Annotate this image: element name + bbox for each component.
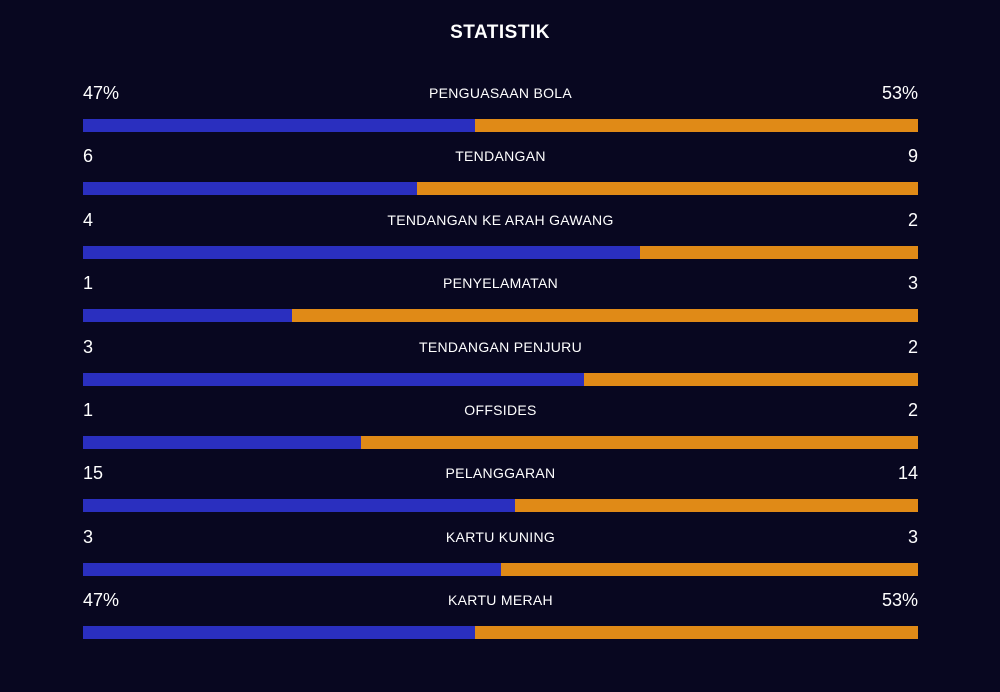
stat-row-shots: 6 TENDANGAN 9 [83, 146, 918, 209]
away-value: 2 [907, 399, 918, 420]
stat-row-red-cards: 47% KARTU MERAH 53% [83, 590, 918, 653]
away-bar-fill [417, 182, 918, 196]
stat-row-fouls: 15 PELANGGARAN 14 [83, 463, 918, 526]
comparison-bar [83, 182, 918, 196]
comparison-bar [83, 499, 918, 513]
stats-list: 47% PENGUASAAN BOLA 53% 6 TENDANGAN 9 4 … [83, 83, 918, 654]
home-value: 3 [83, 526, 94, 547]
stats-title: STATISTIK [450, 22, 550, 43]
home-value: 1 [83, 273, 94, 294]
stat-label: PELANGGARAN [445, 465, 556, 482]
comparison-bar [83, 245, 918, 259]
stat-row-shots-on-target: 4 TENDANGAN KE ARAH GAWANG 2 [83, 210, 918, 273]
home-value: 3 [83, 336, 94, 357]
away-bar-fill [514, 499, 918, 513]
stat-label: KARTU MERAH [448, 592, 553, 609]
away-value: 3 [907, 526, 918, 547]
comparison-bar [83, 119, 918, 132]
away-value: 14 [897, 463, 918, 484]
stat-row-saves: 1 PENYELAMATAN 3 [83, 273, 918, 336]
away-bar-fill [475, 119, 918, 132]
stat-row-yellow-cards: 3 KARTU KUNING 3 [83, 527, 918, 590]
stat-row-possession: 47% PENGUASAAN BOLA 53% [83, 83, 918, 146]
away-value: 2 [907, 209, 918, 230]
home-bar-fill [83, 182, 417, 196]
stat-label: TENDANGAN PENJURU [418, 338, 582, 355]
comparison-bar [83, 309, 918, 323]
away-bar-fill [500, 562, 918, 576]
away-bar-fill [291, 309, 918, 323]
away-value: 9 [907, 146, 918, 167]
home-value: 6 [83, 146, 94, 167]
away-bar-fill [639, 245, 918, 259]
home-bar-fill [83, 309, 292, 323]
away-bar-fill [584, 372, 918, 386]
away-bar-fill [361, 435, 918, 449]
stat-label: PENYELAMATAN [442, 275, 559, 292]
comparison-bar [83, 435, 918, 449]
stat-label: TENDANGAN KE ARAH GAWANG [387, 211, 614, 228]
home-value: 15 [83, 463, 104, 484]
comparison-bar [83, 372, 918, 386]
home-value: 47% [83, 83, 120, 103]
home-bar-fill [83, 245, 640, 259]
away-value: 53% [881, 83, 918, 103]
comparison-bar [83, 562, 918, 576]
home-value: 1 [83, 399, 94, 420]
home-bar-fill [83, 372, 584, 386]
home-bar-fill [83, 435, 362, 449]
stat-label: OFFSIDES [464, 401, 537, 418]
away-bar-fill [475, 626, 918, 640]
comparison-bar [83, 626, 918, 640]
home-bar-fill [83, 562, 501, 576]
home-bar-fill [83, 119, 476, 132]
stat-label: PENGUASAAN BOLA [429, 85, 572, 101]
away-value: 53% [881, 590, 918, 611]
stat-label: TENDANGAN [455, 148, 546, 165]
away-value: 2 [907, 336, 918, 357]
home-bar-fill [83, 626, 476, 640]
home-value: 4 [83, 209, 94, 230]
stat-row-corners: 3 TENDANGAN PENJURU 2 [83, 337, 918, 400]
away-value: 3 [907, 273, 918, 294]
stat-row-offsides: 1 OFFSIDES 2 [83, 400, 918, 463]
stat-label: KARTU KUNING [445, 528, 556, 545]
home-bar-fill [83, 499, 515, 513]
home-value: 47% [83, 590, 120, 611]
